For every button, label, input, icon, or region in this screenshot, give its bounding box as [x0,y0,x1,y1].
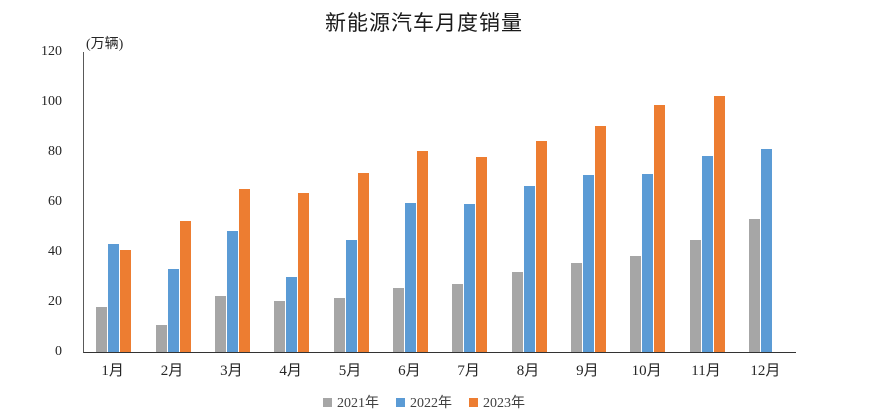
bar-2022-m4 [286,277,298,352]
y-tick-label: 100 [41,94,62,109]
bar-2022-m5 [345,240,357,352]
legend-label: 2022年 [410,396,452,411]
bar-2021-m7 [452,284,464,352]
bar-2022-m7 [464,203,476,352]
legend: 2021年 2022年 2023年 [0,392,848,412]
bar-2022-m10 [642,173,654,352]
x-tick-label: 2月 [160,363,184,379]
legend-item-2023: 2023年 [469,392,525,412]
bar-2022-m11 [701,155,713,352]
chart-title: 新能源汽车月度销量 [325,11,523,35]
bar-2021-m3 [214,295,226,352]
y-tick-label: 0 [55,344,62,359]
x-tick-label: 10月 [631,363,662,379]
bar-2023-m9 [594,126,606,352]
x-tick-label: 7月 [457,363,480,379]
y-tick-label: 80 [48,144,62,159]
bar-2021-m5 [333,297,345,352]
bar-2021-m1 [96,307,108,352]
bar-2021-m12 [748,219,760,352]
legend-label: 2023年 [483,396,525,411]
legend-label: 2021年 [337,396,379,411]
bar-2023-m6 [416,150,428,352]
bar-2021-m4 [274,300,286,352]
bar-2022-m12 [760,148,772,352]
legend-swatch-icon [396,397,405,407]
legend-swatch-icon [469,397,478,407]
bar-2023-m11 [713,95,725,352]
bar-2022-m3 [226,231,238,352]
bar-2023-m5 [357,172,369,352]
bar-2022-m9 [582,175,594,352]
bar-2022-m8 [523,185,535,352]
y-tick-label: 120 [41,44,62,59]
legend-item-2021: 2021年 [323,392,379,412]
bar-2023-m2 [179,220,191,352]
y-tick-label: 40 [48,244,62,259]
bar-2022-m2 [167,268,179,352]
bar-2023-m1 [120,250,132,352]
bar-2023-m4 [298,193,310,352]
y-tick-label: 60 [48,194,62,209]
bar-2023-m3 [238,188,250,352]
x-tick-label: 5月 [338,363,362,379]
plot-area [83,52,796,353]
legend-swatch-icon [323,397,332,407]
bar-2021-m9 [570,262,582,352]
bar-2021-m6 [392,288,404,352]
x-tick-label: 8月 [516,363,540,379]
x-tick-label: 4月 [279,363,302,379]
bar-2022-m6 [404,203,416,352]
x-tick-label: 9月 [576,363,599,379]
bar-2021-m2 [155,324,167,352]
bar-2021-m8 [511,271,523,352]
x-tick-label: 3月 [220,363,243,379]
y-axis-unit-label: (万辆) [86,37,124,52]
bar-2021-m10 [630,256,642,352]
bar-2023-m8 [535,140,547,352]
legend-item-2022: 2022年 [396,392,452,412]
x-tick-label: 11月 [691,363,721,379]
bar-2022-m1 [108,244,120,352]
bar-2023-m7 [476,157,488,352]
x-tick-label: 1月 [101,363,124,379]
x-tick-label: 12月 [750,363,781,379]
x-tick-label: 6月 [398,363,421,379]
bar-2023-m10 [654,104,666,352]
bar-2021-m11 [689,239,701,352]
y-tick-label: 20 [48,294,62,309]
